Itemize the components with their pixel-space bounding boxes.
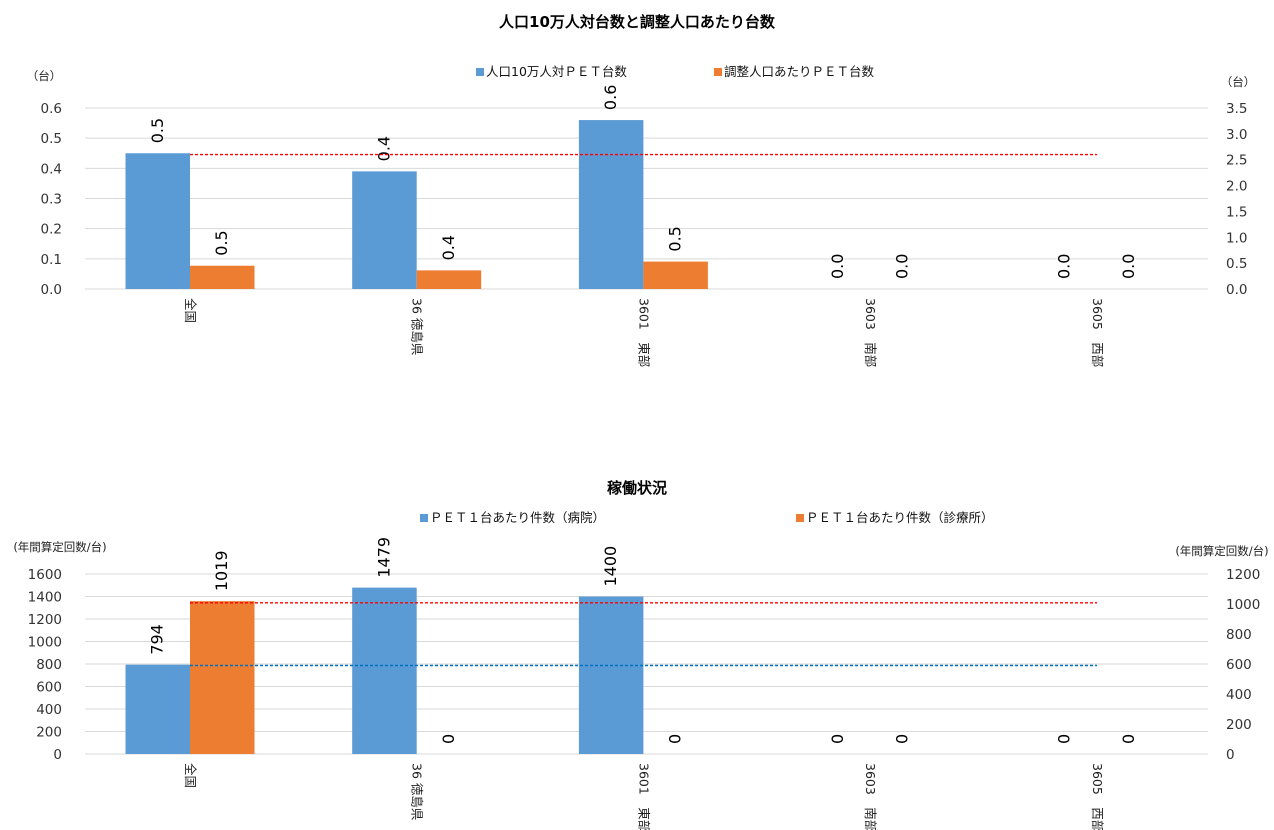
data-label-2-1: 0.5 [212,230,231,255]
data-label-2-4: 0 [892,734,911,744]
right-tick-label: 2.5 [1226,153,1247,169]
left-tick-label: 0.4 [41,161,62,177]
left-tick-label: 0.3 [41,192,62,208]
category-label: 全国 [183,298,198,323]
bar-1-2 [352,587,417,754]
category-label: 3605 西部 [1090,763,1105,830]
category-label: 3603 南部 [863,763,878,830]
data-label-1-5: 0.0 [1055,254,1074,279]
right-axis-unit: (年間算定回数/台) [1175,544,1268,558]
left-tick-label: 200 [36,725,62,741]
category-label: 36 徳島県 [410,763,425,820]
legend-swatch-2 [796,514,804,522]
bar-1-1 [125,664,190,754]
right-tick-label: 800 [1226,627,1252,643]
category-label: 全国 [183,763,198,788]
data-label-1-3: 0.6 [601,85,620,110]
bar-1-2 [352,171,417,289]
right-tick-label: 3.5 [1226,101,1247,117]
right-tick-label: 0 [1226,747,1235,763]
bar-1-1 [125,153,190,289]
left-tick-label: 600 [36,680,62,696]
category-label: 3605 西部 [1090,298,1105,367]
bar-2-3 [643,261,708,289]
legend-label-2: 調整人口あたりＰＥＴ台数 [724,64,875,79]
data-label-2-3: 0 [666,734,685,744]
data-label-1-2: 1479 [374,537,393,578]
left-tick-label: 0.2 [41,222,62,238]
data-label-2-2: 0 [439,734,458,744]
bar-1-3 [578,596,644,754]
right-tick-label: 600 [1226,657,1252,673]
left-tick-label: 0.6 [41,101,62,117]
right-tick-label: 0.5 [1226,256,1247,272]
right-tick-label: 200 [1226,717,1252,733]
left-axis-unit: (年間算定回数/台) [13,540,106,554]
left-axis-unit: （台） [27,69,62,83]
data-label-2-4: 0.0 [892,254,911,279]
left-tick-label: 1200 [28,612,62,628]
data-label-2-3: 0.5 [666,226,685,251]
bar-2-1 [190,601,255,754]
right-tick-label: 1000 [1226,597,1260,613]
data-label-2-1: 1019 [212,550,231,591]
right-tick-label: 1.0 [1226,230,1247,246]
left-tick-label: 1600 [28,567,62,583]
right-tick-label: 3.0 [1226,127,1247,143]
data-label-1-4: 0 [828,734,847,744]
data-label-1-3: 1400 [601,546,620,587]
right-axis-unit: （台） [1221,75,1256,89]
bar-2-1 [190,265,255,289]
right-tick-label: 1.5 [1226,204,1247,220]
data-label-1-1: 0.5 [148,118,167,143]
data-label-2-5: 0.0 [1119,254,1138,279]
category-label: 36 徳島県 [410,298,425,355]
right-tick-label: 1200 [1226,567,1260,583]
bar-1-3 [578,120,644,289]
legend-label-1: 人口10万人対ＰＥＴ台数 [486,64,627,79]
legend-label-2: ＰＥＴ１台あたり件数（診療所） [806,510,994,525]
right-tick-label: 400 [1226,687,1252,703]
left-tick-label: 400 [36,702,62,718]
data-label-1-4: 0.0 [828,254,847,279]
left-tick-label: 1400 [28,590,62,606]
left-tick-label: 0.5 [41,131,62,147]
left-tick-label: 1000 [28,635,62,651]
right-tick-label: 0.0 [1226,282,1247,298]
bar-2-2 [416,270,482,289]
legend-swatch-2 [714,68,722,76]
legend-label-1: ＰＥＴ１台あたり件数（病院） [430,510,605,525]
right-tick-label: 2.0 [1226,179,1247,195]
category-label: 3603 南部 [863,298,878,367]
left-tick-label: 0.1 [41,252,62,268]
legend-swatch-1 [476,68,484,76]
chart-title: 稼働状況 [607,479,667,497]
data-label-2-5: 0 [1119,734,1138,744]
data-label-1-5: 0 [1055,734,1074,744]
category-label: 3601 東部 [636,763,651,830]
data-label-1-2: 0.4 [374,136,393,161]
left-tick-label: 0.0 [41,282,62,298]
chart-title: 人口10万人対台数と調整人口あたり台数 [499,13,776,31]
left-tick-label: 800 [36,657,62,673]
left-tick-label: 0 [53,747,62,763]
category-label: 3601 東部 [636,298,651,367]
data-label-1-1: 794 [148,624,167,655]
data-label-2-2: 0.4 [439,235,458,260]
legend-swatch-1 [420,514,428,522]
